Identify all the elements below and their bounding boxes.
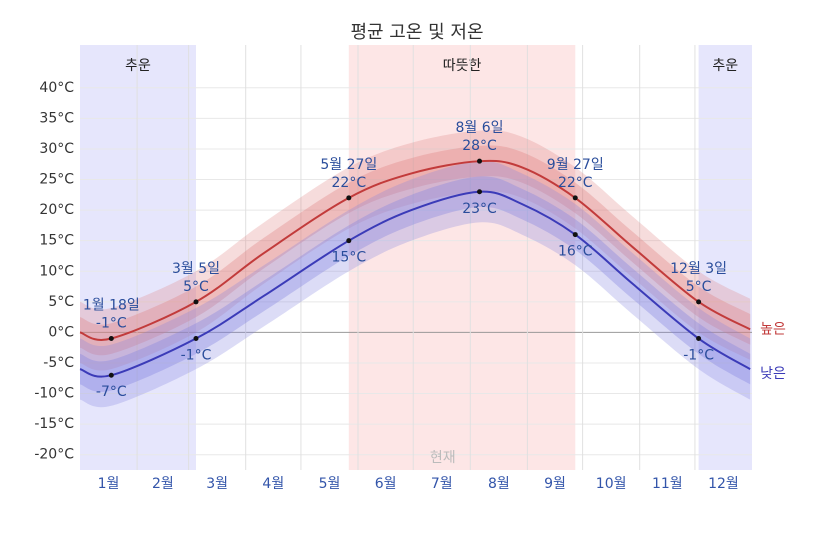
- outer-band: [80, 161, 751, 408]
- annotation-date: 12월 3일: [670, 261, 727, 277]
- annotation-low: 16°C: [558, 244, 593, 260]
- y-tick-label: 40°C: [39, 80, 74, 96]
- season-band: [698, 45, 752, 470]
- annotation-low: 23°C: [462, 201, 497, 217]
- x-tick-label: 4월: [262, 476, 284, 492]
- y-tick-label: 0°C: [48, 324, 74, 340]
- season-band: [80, 45, 196, 470]
- high-point: [108, 336, 114, 342]
- high-point: [477, 158, 483, 164]
- annotation-high: 22°C: [332, 175, 367, 191]
- series-line: [79, 190, 751, 378]
- y-tick-label: 35°C: [39, 110, 74, 126]
- outer-band: [80, 130, 751, 371]
- annotation-date: 8월 6일: [456, 120, 504, 136]
- annotation-high: -1°C: [96, 316, 127, 332]
- y-tick-label: 25°C: [39, 172, 74, 188]
- series-line: [79, 159, 751, 341]
- x-tick-label: 7월: [431, 476, 453, 492]
- high-point: [346, 195, 352, 201]
- y-tick-label: 30°C: [39, 141, 74, 157]
- x-tick-label: 11월: [652, 476, 683, 492]
- season-label: 추운: [125, 58, 151, 74]
- annotation-low: -1°C: [683, 348, 714, 364]
- x-tick-label: 5월: [319, 476, 341, 492]
- y-tick-label: 15°C: [39, 233, 74, 249]
- low-point: [108, 372, 114, 378]
- inner-band: [80, 145, 751, 356]
- annotation-low: 15°C: [332, 250, 367, 266]
- annotation-high: 5°C: [183, 279, 209, 295]
- season-label: 따뜻한: [443, 58, 482, 74]
- now-label: 현재: [430, 450, 456, 466]
- low-point: [696, 336, 702, 342]
- season-label: 추운: [712, 58, 738, 74]
- x-tick-label: 2월: [152, 476, 174, 492]
- annotation-high: 5°C: [686, 279, 712, 295]
- annotation-date: 3월 5일: [172, 261, 220, 277]
- low-point: [346, 238, 352, 244]
- y-tick-label: 5°C: [48, 294, 74, 310]
- y-tick-label: 10°C: [39, 263, 74, 279]
- y-tick-label: -5°C: [43, 355, 74, 371]
- x-tick-label: 3월: [206, 476, 228, 492]
- high-point: [572, 195, 578, 201]
- annotation-date: 1월 18일: [83, 298, 140, 314]
- x-tick-label: 1월: [98, 476, 120, 492]
- chart-title: 평균 고온 및 저온: [350, 22, 483, 43]
- annotation-high: 28°C: [462, 138, 497, 154]
- y-tick-label: 20°C: [39, 202, 74, 218]
- y-tick-label: -15°C: [34, 416, 74, 432]
- annotation-low: -7°C: [96, 384, 127, 400]
- legend-label: 낮은: [760, 366, 786, 382]
- inner-band: [80, 176, 751, 392]
- annotation-high: 22°C: [558, 175, 593, 191]
- x-tick-label: 8월: [488, 476, 510, 492]
- low-point: [193, 336, 199, 342]
- x-tick-label: 9월: [544, 476, 566, 492]
- low-point: [572, 232, 578, 238]
- annotation-date: 9월 27일: [547, 157, 604, 173]
- y-tick-label: -20°C: [34, 447, 74, 463]
- annotation-date: 5월 27일: [320, 157, 377, 173]
- legend-label: 높은: [760, 321, 786, 337]
- y-tick-label: -10°C: [34, 386, 74, 402]
- annotation-low: -1°C: [181, 348, 212, 364]
- high-point: [696, 299, 702, 305]
- low-point: [477, 189, 483, 195]
- x-tick-label: 6월: [375, 476, 397, 492]
- x-tick-label: 10월: [596, 476, 627, 492]
- x-tick-label: 12월: [708, 476, 739, 492]
- high-point: [193, 299, 199, 305]
- season-band: [348, 45, 576, 470]
